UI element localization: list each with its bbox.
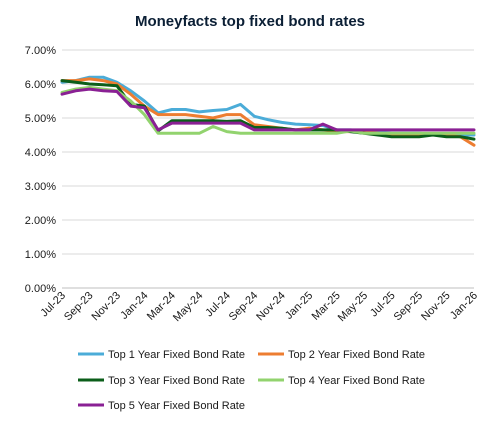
y-tick-label: 6.00% bbox=[25, 79, 56, 91]
legend-label: Top 5 Year Fixed Bond Rate bbox=[108, 400, 245, 412]
x-tick-label: Sep-24 bbox=[227, 290, 261, 324]
x-tick-label: Nov-23 bbox=[89, 290, 123, 324]
x-axis-ticks: Jul-23Sep-23Nov-23Jan-24Mar-24May-24Jul-… bbox=[38, 290, 480, 324]
legend: Top 1 Year Fixed Bond Rate Top 2 Year Fix… bbox=[78, 349, 425, 412]
y-tick-label: 4.00% bbox=[25, 147, 56, 159]
legend-label: Top 3 Year Fixed Bond Rate bbox=[108, 375, 245, 387]
series-line-4 bbox=[60, 85, 476, 135]
x-tick-label: May-25 bbox=[336, 290, 370, 324]
y-tick-label: 1.00% bbox=[25, 249, 56, 261]
x-tick-label: Jan-25 bbox=[283, 290, 315, 322]
series-line-5 bbox=[60, 87, 476, 132]
y-tick-label: 3.00% bbox=[25, 181, 56, 193]
x-tick-label: Nov-25 bbox=[419, 290, 453, 324]
x-tick-label: Sep-25 bbox=[392, 290, 426, 324]
x-tick-label: Sep-23 bbox=[62, 290, 96, 324]
x-tick-label: Nov-24 bbox=[254, 290, 288, 324]
y-tick-label: 5.00% bbox=[25, 113, 56, 125]
x-tick-label: Jan-24 bbox=[118, 290, 150, 322]
y-tick-label: 7.00% bbox=[25, 45, 56, 57]
legend-label: Top 2 Year Fixed Bond Rate bbox=[288, 349, 425, 361]
legend-label: Top 4 Year Fixed Bond Rate bbox=[288, 375, 425, 387]
legend-label: Top 1 Year Fixed Bond Rate bbox=[108, 349, 245, 361]
series-lines bbox=[60, 75, 476, 147]
x-tick-label: May-24 bbox=[171, 290, 205, 324]
chart-title: Moneyfacts top fixed bond rates bbox=[135, 13, 365, 30]
y-axis-ticks: 0.00% 1.00% 2.00% 3.00% 4.00% 5.00% 6.00% 7.00% bbox=[25, 45, 56, 295]
x-tick-label: Jan-26 bbox=[448, 290, 480, 322]
gridlines bbox=[62, 49, 474, 289]
y-tick-label: 0.00% bbox=[25, 283, 56, 295]
y-tick-label: 2.00% bbox=[25, 215, 56, 227]
